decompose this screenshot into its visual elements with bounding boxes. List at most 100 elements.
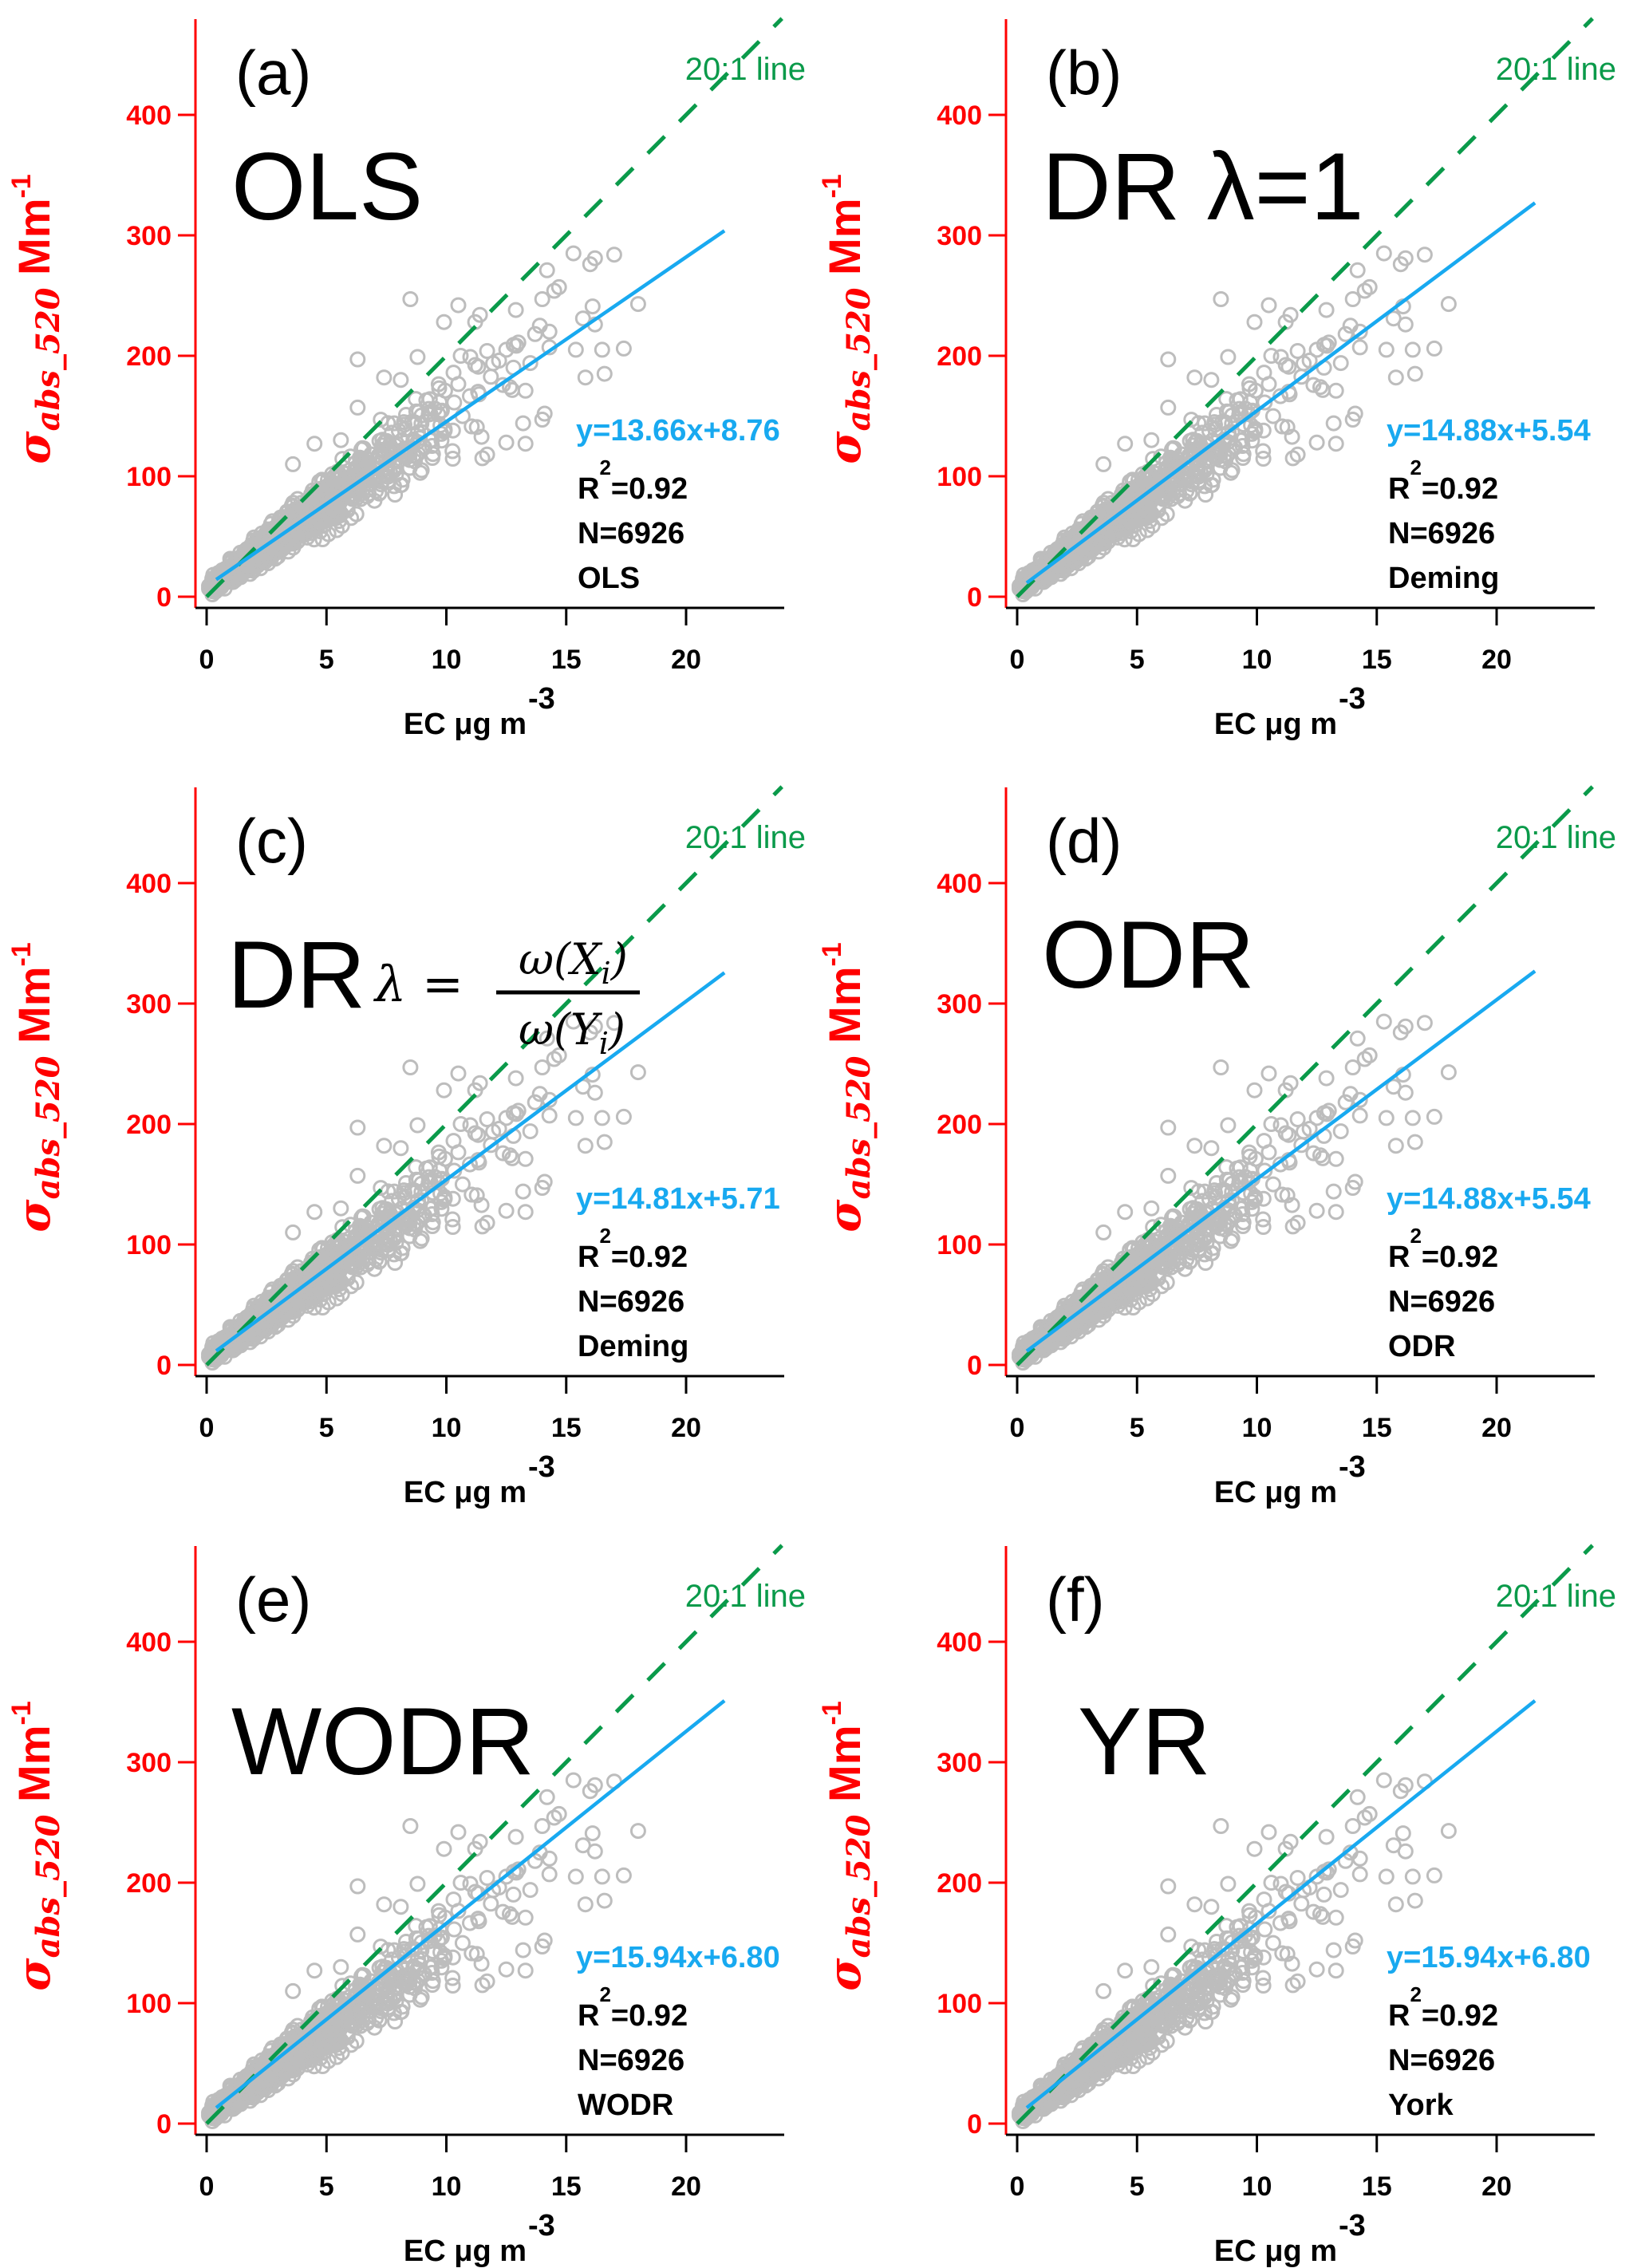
x-tick-label: 5 — [319, 645, 334, 675]
data-point — [445, 365, 462, 381]
data-point — [1117, 436, 1134, 452]
data-point — [1397, 250, 1414, 266]
data-point — [1197, 487, 1214, 503]
r-squared-superscript: 2 — [599, 1224, 610, 1248]
y-tick-label: 200 — [937, 341, 982, 372]
x-axis-label-superscript: -3 — [528, 682, 555, 716]
r-squared-value: =0.92 — [611, 472, 688, 506]
data-point — [1174, 446, 1190, 463]
data-point — [444, 451, 461, 467]
data-point — [491, 353, 507, 369]
r-squared-value: =0.92 — [611, 1240, 688, 1274]
data-point — [306, 436, 323, 452]
data-point — [1351, 339, 1368, 356]
data-point — [1279, 419, 1296, 436]
y-axis-label-subscript: abs_520 — [30, 1055, 67, 1199]
data-point — [1301, 353, 1318, 369]
data-point — [1178, 467, 1194, 483]
data-point — [584, 298, 601, 315]
data-point — [1375, 245, 1392, 262]
data-point — [577, 369, 594, 386]
data-point — [334, 451, 351, 467]
data-point — [1154, 486, 1170, 503]
data-point — [567, 1110, 584, 1126]
x-tick-label: 10 — [432, 1413, 462, 1443]
data-point — [1100, 504, 1117, 521]
data-point — [410, 445, 426, 462]
y-tick-label: 400 — [126, 869, 172, 899]
data-point — [450, 1065, 467, 1082]
data-point — [376, 369, 393, 386]
data-point — [1131, 503, 1148, 520]
data-point — [1139, 470, 1156, 487]
reference-line-20-1 — [205, 17, 783, 598]
data-point — [1289, 446, 1306, 463]
y-tick-label: 0 — [967, 582, 982, 613]
data-point — [1185, 432, 1201, 448]
y-axis-label-unit: Mm — [9, 199, 59, 288]
x-tick-label: 15 — [551, 645, 582, 675]
x-axis-label: EC μg m — [404, 1476, 527, 1509]
data-point — [285, 456, 302, 472]
data-point — [1221, 445, 1237, 462]
data-point — [502, 379, 518, 396]
data-point — [594, 1110, 610, 1126]
data-point — [374, 432, 391, 448]
data-point — [454, 1176, 471, 1193]
data-point — [1255, 443, 1272, 460]
numerator-close: ) — [610, 934, 628, 984]
data-point — [246, 529, 262, 546]
x-axis-label-superscript: -3 — [1339, 682, 1366, 716]
data-point — [377, 453, 394, 470]
data-point — [284, 535, 300, 552]
x-tick-label: 15 — [551, 1413, 582, 1443]
denominator-sub: i — [599, 1026, 609, 1061]
y-axis-label-unit-superscript: -1 — [6, 942, 37, 966]
data-point — [1272, 349, 1289, 365]
data-point — [393, 1140, 409, 1157]
data-point — [479, 1111, 495, 1127]
data-point — [1212, 446, 1229, 463]
y-axis-label-symbol: σ — [8, 431, 61, 464]
data-point — [606, 247, 622, 263]
data-point — [349, 1119, 366, 1136]
data-point — [1186, 369, 1203, 386]
y-axis-label: σabs_520 Mm-1 — [6, 942, 67, 1232]
data-point — [422, 405, 439, 422]
data-point — [452, 348, 469, 364]
lambda-equals: λ = — [373, 955, 464, 1013]
formula-numerator: ω(Xi) — [519, 934, 628, 991]
data-point — [329, 470, 345, 487]
data-point — [432, 403, 449, 420]
data-point — [348, 506, 365, 523]
x-tick-label: 15 — [1362, 645, 1392, 675]
data-point — [567, 341, 584, 358]
data-point — [387, 487, 404, 503]
data-point — [444, 443, 461, 460]
denominator-text: ω(Y — [519, 1004, 602, 1055]
method-name: OLS — [578, 562, 640, 595]
data-point — [517, 436, 534, 452]
data-point — [1284, 428, 1300, 445]
method-title: DR λ=1 — [1042, 133, 1363, 240]
data-point — [498, 341, 515, 358]
x-tick-label: 0 — [1010, 645, 1025, 675]
data-point — [1337, 325, 1354, 342]
x-axis-label: EC μg m — [1214, 708, 1337, 741]
data-point — [522, 355, 538, 372]
y-axis-label-unit-superscript: -1 — [6, 174, 37, 198]
data-point — [409, 1117, 426, 1134]
y-axis-label-subscript: abs_520 — [840, 287, 878, 431]
y-tick-label: 100 — [126, 462, 172, 492]
data-point — [349, 399, 366, 416]
data-point — [1318, 302, 1335, 318]
data-point — [329, 522, 345, 538]
data-point — [586, 250, 603, 266]
r-squared-superscript: 2 — [1410, 456, 1421, 479]
method-title: DR — [227, 921, 365, 1028]
y-axis-label-unit-superscript: -1 — [817, 174, 847, 198]
data-point — [522, 1123, 538, 1140]
y-tick-label: 0 — [156, 582, 172, 613]
